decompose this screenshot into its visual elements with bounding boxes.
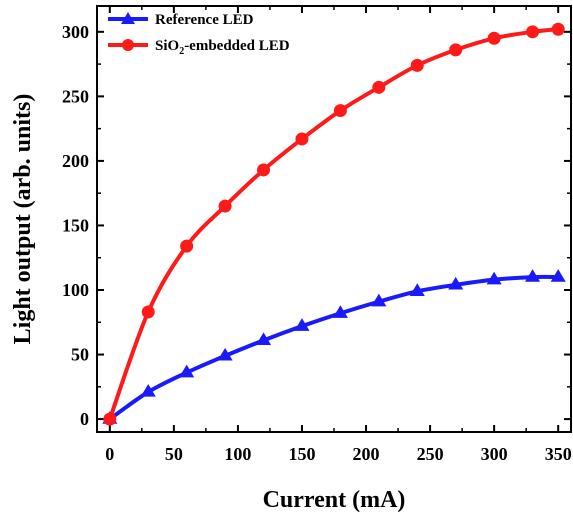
sio2-embedded-led-point [180,239,194,253]
y-tick-label: 300 [62,22,89,42]
x-tick-label: 200 [353,444,380,464]
x-tick-label: 250 [417,444,444,464]
sio2-embedded-led-point [257,163,271,177]
reference-led-point [256,332,272,346]
legend-reference-label: Reference LED [155,12,254,28]
reference-led-point [217,347,233,361]
reference-led-point [294,318,310,331]
legend-sio2-label-prefix: SiO [155,38,179,54]
reference-led-point [486,271,502,285]
reference-led-point [525,269,541,282]
reference-led-point [179,364,195,378]
plot-frame-group [96,5,572,433]
y-ticks-group: 0 50 100 150 200 250 300 [62,22,571,429]
reference-led-point [448,276,464,290]
sio2-embedded-led-point [487,31,501,45]
sio2-embedded-led-point [333,104,347,118]
series-group [102,22,566,426]
y-axis-title: Light output (arb. units) [10,94,36,345]
legend-sio2-label-suffix: -embedded LED [184,38,290,54]
x-tick-label: 150 [288,444,315,464]
sio2-embedded-led-point [295,132,309,146]
sio2-embedded-led-point [526,25,540,39]
sio2-embedded-led-line [107,27,559,420]
y-tick-label: 50 [71,345,89,365]
legend: Reference LED SiO2-embedded LED [108,12,290,57]
x-tick-label: 350 [545,444,572,464]
legend-reference-triangle-marker [121,12,135,24]
legend-sio2-label-subscript: 2 [179,46,184,57]
legend-sio2-circle-marker [122,39,134,51]
y-tick-label: 100 [62,280,89,300]
sio2-embedded-led-point [449,43,463,57]
x-tick-label: 0 [105,444,114,464]
x-tick-label: 50 [165,444,183,464]
reference-led-point [371,293,387,307]
y-tick-label: 150 [62,215,89,235]
plot-frame [96,5,572,433]
sio2-embedded-led-point [218,199,232,213]
y-tick-label: 0 [80,409,89,429]
x-ticks-group: 0 50 100 150 200 250 300 350 [105,6,572,464]
y-tick-label: 200 [62,151,89,171]
sio2-embedded-led-point [141,305,155,319]
reference-led-point [332,305,348,318]
x-tick-label: 300 [481,444,508,464]
reference-led-point [550,269,566,282]
sio2-embedded-led-point [372,80,386,94]
reference-led-point [140,384,156,397]
y-tick-label: 250 [62,86,89,106]
reference-led-line [108,274,559,421]
reference-led-point [409,283,425,296]
sio2-embedded-led-point [551,22,565,36]
sio2-embedded-led-point [103,412,117,426]
legend-sio2-label: SiO2-embedded LED [155,38,290,57]
x-tick-label: 100 [224,444,251,464]
x-axis-title: Current (mA) [263,487,406,513]
sio2-embedded-led-point [410,58,424,72]
